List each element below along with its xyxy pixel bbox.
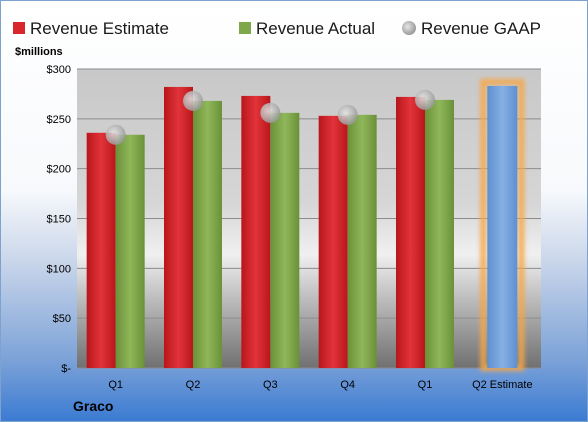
bar-revenue-estimate: [396, 96, 425, 368]
legend-swatch-revenue-gaap: [402, 21, 416, 35]
bar-revenue-actual: [270, 112, 300, 368]
legend-label-revenue-estimate: Revenue Estimate: [30, 19, 169, 38]
bar-q2-estimate: [487, 85, 518, 369]
x-category-label: Q2 Estimate: [472, 379, 533, 391]
bar-revenue-actual: [425, 99, 454, 368]
marker-revenue-gaap: [337, 104, 358, 125]
legend-label-revenue-gaap: Revenue GAAP: [421, 19, 541, 38]
x-category-label: Q3: [263, 379, 278, 391]
bar-revenue-estimate: [164, 86, 193, 368]
y-tick-label: $200: [47, 164, 71, 176]
bar-revenue-estimate: [318, 115, 348, 369]
marker-revenue-gaap: [415, 89, 435, 110]
marker-revenue-gaap: [260, 102, 281, 123]
x-axis-categories: Q1 Q2 Q3 Q4 Q1 Q2 Estimate: [108, 379, 532, 391]
y-tick-label: $100: [47, 263, 71, 275]
y-tick-label: $300: [47, 64, 71, 76]
y-tick-label: $-: [61, 363, 71, 375]
legend-swatch-revenue-estimate: [13, 22, 25, 34]
y-tick-label: $250: [47, 114, 71, 126]
bar-series: [86, 78, 525, 372]
y-axis-unit-label: $millions: [15, 46, 63, 58]
gridlines: [77, 68, 541, 369]
y-tick-label: $50: [53, 313, 71, 325]
company-name: Graco: [73, 398, 113, 414]
bar-revenue-actual: [347, 114, 377, 368]
bar-revenue-actual: [115, 134, 145, 368]
bar-revenue-estimate: [241, 95, 271, 368]
legend-label-revenue-actual: Revenue Actual: [256, 19, 375, 38]
y-tick-label: $150: [47, 214, 71, 226]
x-category-label: Q2: [186, 379, 201, 391]
y-axis-ticks: $- $50 $100 $150 $200 $250 $300: [47, 64, 72, 375]
marker-revenue-gaap: [183, 90, 203, 111]
legend-swatch-revenue-actual: [239, 22, 251, 34]
x-category-label: Q1: [108, 379, 123, 391]
bar-revenue-estimate: [86, 132, 116, 368]
x-category-label: Q1: [418, 379, 433, 391]
marker-revenue-gaap: [105, 124, 126, 145]
bar-revenue-actual: [193, 100, 222, 368]
x-category-label: Q4: [340, 379, 355, 391]
gaap-markers: [105, 89, 435, 145]
legend: Revenue Estimate Revenue Actual Revenue …: [13, 19, 541, 38]
